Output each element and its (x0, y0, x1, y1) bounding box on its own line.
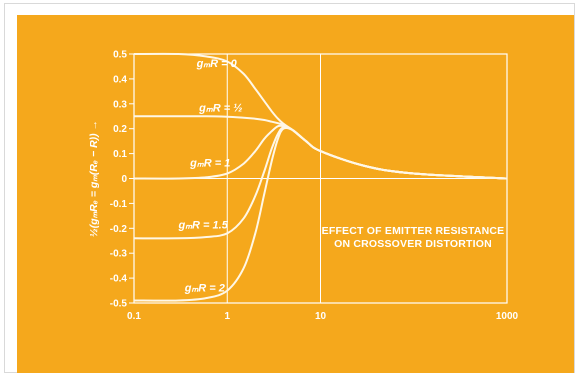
series-label-3: gₘR = 1 (189, 158, 230, 170)
annotation-line-1: EFFECT OF EMITTER RESISTANCE (322, 225, 505, 237)
series-label-1: gₘR = 0 (196, 58, 238, 70)
y-axis-label: ½(gₘRₑ = gₘ(Rₑ − R)) → (88, 120, 100, 237)
y-tick-label: 0.3 (113, 99, 127, 110)
annotation-line-2: ON CROSSOVER DISTORTION (334, 238, 492, 250)
y-tick-label: -0.5 (110, 299, 128, 310)
x-tick-label: 1000 (496, 311, 519, 322)
x-tick-label: 0.1 (127, 311, 141, 322)
y-tick-label: -0.4 (110, 274, 128, 285)
x-tick-label: 1 (224, 311, 230, 322)
series-label-4: gₘR = 1.5 (177, 219, 228, 231)
chart-panel: 0.5 0.4 0.3 0.2 0.1 0 -0.1 -0.2 -0.3 -0.4 -0.5 0.1 1… (17, 15, 574, 373)
y-tick-label: -0.2 (110, 224, 128, 235)
chart-svg: 0.50.40.30.20.10-0.1-0.2-0.3-0.4-0.50.1 1… (88, 50, 519, 323)
y-tick-label: 0.1 (113, 149, 127, 160)
y-tick-label: 0.2 (113, 124, 127, 135)
y-tick-label: -0.3 (110, 249, 128, 260)
x-tick-label: 10 (315, 311, 327, 322)
y-tick-label: 0.4 (113, 74, 127, 85)
series-label-5: gₘR = 2 (184, 283, 225, 295)
y-tick-label: 0 (121, 174, 127, 185)
series-label-2: gₘR = ½ (198, 102, 242, 114)
figure-frame: 0.5 0.4 0.3 0.2 0.1 0 -0.1 -0.2 -0.3 -0.4 -0.5 0.1 1… (4, 3, 575, 373)
y-tick-label: 0.5 (113, 50, 127, 61)
y-tick-label: -0.1 (110, 199, 128, 210)
series-line-5 (133, 126, 508, 302)
